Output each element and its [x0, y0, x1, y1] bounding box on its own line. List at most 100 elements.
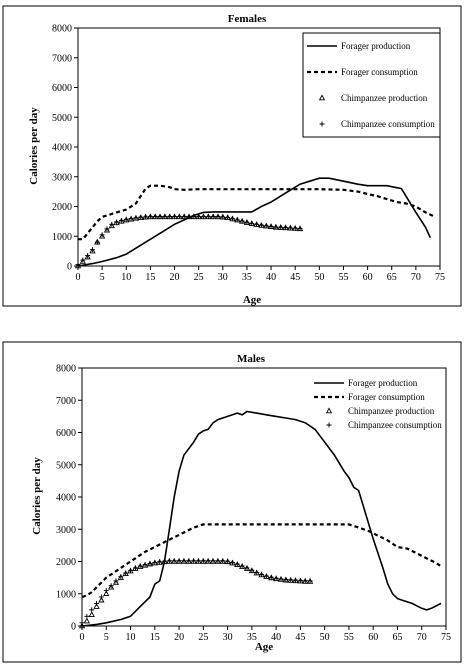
data-point: [88, 611, 95, 617]
x-tick-label: 50: [320, 632, 330, 643]
series-line: [81, 523, 442, 599]
data-point: [89, 247, 95, 253]
data-point: [112, 578, 120, 585]
data-point: [98, 232, 106, 239]
data-point: [128, 215, 134, 221]
x-tick-label: 65: [392, 632, 402, 643]
legend-label: Forager consumption: [348, 392, 425, 402]
data-point: [307, 578, 313, 584]
data-point: [137, 563, 143, 569]
data-point: [107, 583, 115, 590]
data-point: [302, 578, 308, 584]
data-point: [108, 222, 115, 229]
x-tick-label: 65: [387, 272, 397, 283]
x-tick-label: 75: [435, 272, 445, 283]
data-point: [268, 223, 274, 229]
data-point: [103, 590, 110, 596]
data-point: [75, 262, 81, 268]
data-point: [234, 561, 240, 567]
data-point: [143, 214, 149, 220]
y-tick-label: 8000: [56, 364, 76, 375]
x-axis-label: Age: [243, 294, 261, 306]
data-point: [94, 239, 100, 245]
data-point: [278, 224, 284, 230]
x-tick-label: 45: [295, 632, 305, 643]
x-tick-label: 40: [266, 272, 276, 283]
x-tick-label: 20: [170, 272, 180, 283]
data-point: [128, 568, 134, 574]
y-tick-label: 0: [67, 262, 72, 273]
data-point: [181, 214, 187, 220]
legend-swatch: [319, 121, 325, 127]
data-point: [273, 224, 279, 230]
data-point: [186, 214, 192, 220]
data-point: [225, 558, 231, 564]
x-tick-label: 60: [363, 272, 373, 283]
y-tick-label: 1000: [56, 589, 76, 600]
x-tick-label: 55: [338, 272, 348, 283]
data-point: [142, 562, 148, 568]
chart-frame: [2, 5, 462, 307]
y-tick-label: 1000: [52, 232, 72, 243]
series-0: [81, 410, 442, 627]
x-tick-label: 15: [145, 272, 155, 283]
data-point: [244, 565, 250, 571]
data-point: [196, 214, 202, 220]
data-point: [293, 577, 299, 583]
data-point: [205, 214, 211, 220]
data-point: [79, 620, 85, 626]
data-point: [118, 217, 124, 223]
data-point: [200, 214, 206, 220]
data-point: [249, 220, 255, 226]
data-point: [138, 214, 144, 220]
data-point: [191, 214, 197, 220]
data-point: [273, 575, 279, 581]
chart-1: Males 0 1000 2000 3000 4000 5000 6000 7000 8000 0 5…: [2, 341, 462, 663]
x-tick-label: 10: [126, 632, 136, 643]
data-point: [89, 607, 95, 613]
data-point: [186, 558, 192, 564]
x-tick-label: 70: [411, 272, 421, 283]
y-tick-label: 2000: [52, 202, 72, 213]
data-point: [83, 617, 91, 624]
y-tick-label: 3000: [52, 172, 72, 183]
data-point: [104, 226, 110, 232]
data-point: [220, 558, 226, 564]
data-point: [244, 219, 250, 225]
x-tick-label: 75: [441, 632, 451, 643]
data-point: [225, 215, 231, 221]
data-point: [297, 226, 303, 232]
x-tick-label: 25: [198, 632, 208, 643]
data-point: [191, 558, 197, 564]
legend-swatch: [325, 407, 333, 414]
data-point: [113, 578, 119, 584]
data-point: [259, 571, 265, 577]
x-tick-label: 0: [80, 632, 85, 643]
x-tick-label: 50: [314, 272, 324, 283]
data-point: [210, 214, 216, 220]
x-tick-label: 45: [290, 272, 300, 283]
x-tick-label: 60: [368, 632, 378, 643]
data-point: [292, 225, 298, 231]
data-point: [98, 594, 104, 600]
x-tick-label: 10: [121, 272, 131, 283]
x-tick-label: 5: [100, 272, 105, 283]
x-tick-label: 35: [247, 632, 257, 643]
legend-label: Chimpanzee production: [341, 93, 428, 103]
chart-0: Females 0 1000 2000 3000 4000 5000 6000 7000 8000…: [2, 5, 462, 307]
x-tick-label: 70: [417, 632, 427, 643]
x-tick-label: 30: [223, 632, 233, 643]
legend-label: Chimpanzee production: [348, 406, 435, 416]
series-1: [81, 523, 442, 599]
y-axis-label: Calories per day: [28, 107, 40, 185]
data-point: [200, 558, 206, 564]
legend-label: Chimpanzee consumption: [341, 119, 435, 129]
data-point: [254, 221, 260, 227]
y-tick-label: 7000: [52, 53, 72, 64]
data-point: [85, 253, 91, 259]
data-point: [152, 214, 158, 220]
data-point: [171, 558, 177, 564]
data-point: [118, 217, 125, 224]
data-point: [287, 225, 293, 231]
y-tick-label: 8000: [52, 24, 72, 35]
